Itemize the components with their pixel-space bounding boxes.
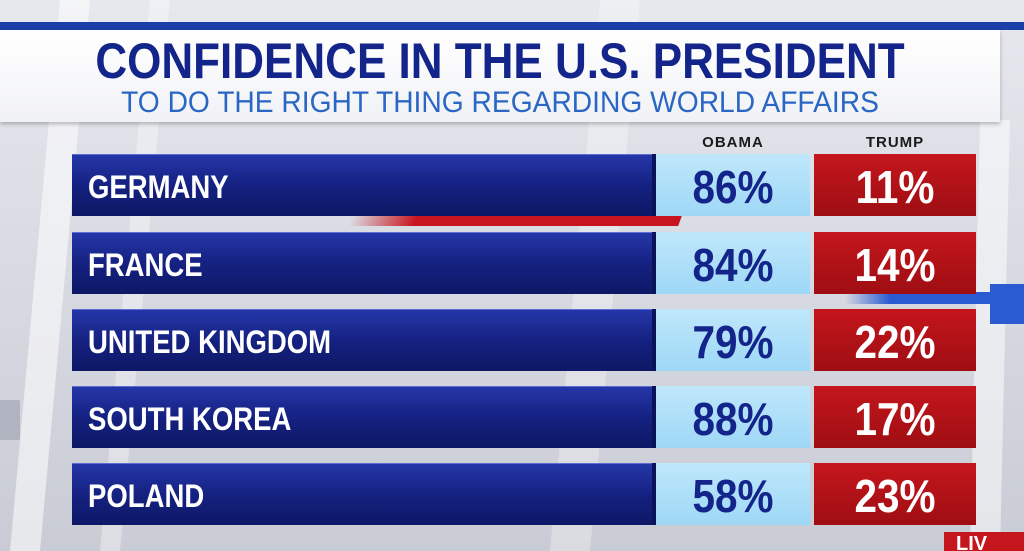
table-row: SOUTH KOREA 88% 17% [72,386,976,448]
column-header-obama: OBAMA [702,134,764,151]
table-row: FRANCE 84% 14% [72,232,976,294]
trump-cell: 22% [814,309,976,371]
country-cell: GERMANY [72,154,652,216]
obama-cell: 88% [656,386,810,448]
table-row: POLAND 58% 23% [72,463,976,525]
country-cell: SOUTH KOREA [72,386,652,448]
trump-value: 17% [854,393,936,445]
trump-cell: 14% [814,232,976,294]
obama-value: 86% [692,161,774,213]
cell-divider [652,386,656,448]
country-label: SOUTH KOREA [88,401,292,437]
obama-value: 58% [692,470,774,522]
decorative-blue-tab [990,284,1024,324]
table-row: GERMANY 86% 11% [72,154,976,216]
trump-value: 22% [854,316,936,368]
obama-cell: 79% [656,309,810,371]
trump-value: 11% [855,161,935,213]
cell-divider [652,463,656,525]
obama-value: 84% [692,239,774,291]
country-label: UNITED KINGDOM [88,324,332,360]
cell-divider [652,154,656,216]
live-badge: LIV [944,532,1024,551]
table-row: UNITED KINGDOM 79% 22% [72,309,976,371]
chart-title: CONFIDENCE IN THE U.S. PRESIDENT [95,33,905,89]
obama-value: 88% [692,393,774,445]
obama-cell: 84% [656,232,810,294]
trump-cell: 23% [814,463,976,525]
column-header-trump: TRUMP [865,134,925,151]
country-label: POLAND [88,478,205,514]
chart-subtitle: TO DO THE RIGHT THING REGARDING WORLD AF… [121,86,879,119]
decorative-blue-streak [845,292,1024,304]
country-cell: FRANCE [72,232,652,294]
obama-value: 79% [692,316,774,368]
country-label: GERMANY [88,169,229,205]
country-label: FRANCE [88,247,203,283]
cell-divider [652,309,656,371]
trump-cell: 11% [814,154,976,216]
obama-cell: 58% [656,463,810,525]
country-cell: UNITED KINGDOM [72,309,652,371]
country-cell: POLAND [72,463,652,525]
trump-cell: 17% [814,386,976,448]
obama-cell: 86% [656,154,810,216]
cell-divider [652,232,656,294]
trump-value: 14% [854,239,936,291]
trump-value: 23% [854,470,936,522]
title-banner: CONFIDENCE IN THE U.S. PRESIDENT TO DO T… [0,30,1000,122]
decorative-red-streak [348,216,682,226]
title-accent-bar [0,22,1024,30]
